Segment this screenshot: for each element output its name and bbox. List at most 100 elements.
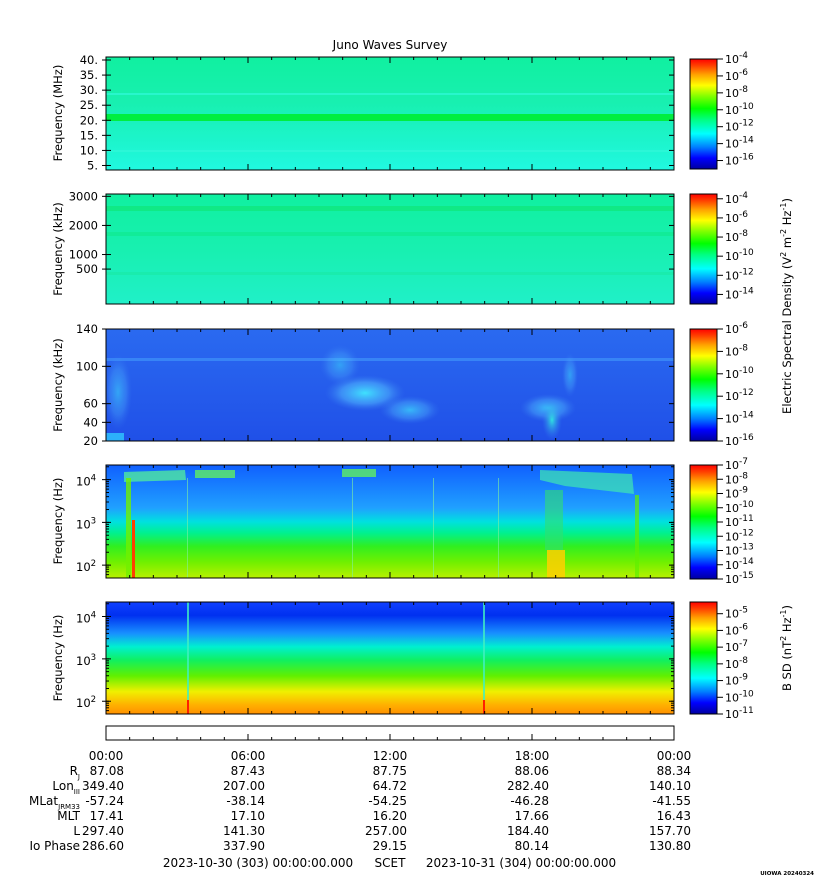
- y-tick-label: 35.: [80, 68, 98, 82]
- y-axis-title: Frequency (Hz): [51, 615, 65, 702]
- y-tick-label: 15.: [80, 128, 98, 142]
- colorbar-tick-label: 10-8: [725, 343, 748, 358]
- colorbar-tick-label: 10-6: [725, 210, 748, 225]
- y-axis-1: 5.10.15.20.25.30.35.40. Frequency (MHz): [51, 53, 674, 172]
- colorbar-tick-label: 10-12: [725, 267, 754, 282]
- panel-5: 102 103 104 Frequency (Hz): [51, 601, 675, 715]
- footer-scet-label: SCET: [375, 856, 407, 870]
- colorbar-tick-label: 10-11: [725, 514, 754, 529]
- footer-credit: UIOWA 20240324: [760, 871, 814, 877]
- ephemeris-value: 337.90: [223, 839, 265, 853]
- spectrogram-2: [106, 194, 674, 304]
- time-tick-label: 06:00: [231, 749, 266, 763]
- colorbar-5: 10-510-6 10-7 10-8 10-910-10 10-11: [689, 601, 754, 721]
- colorbar-tick-label: 10-10: [725, 102, 754, 117]
- ephemeris-table: RJ 87.08 87.43 87.75 88.06 88.34 LonIII 349.40 2…: [29, 764, 691, 853]
- y-tick-label: 3000: [69, 189, 98, 203]
- colorbar-tick-label: 10-10: [725, 248, 754, 263]
- x-ticks-4: [105, 465, 675, 578]
- electric-colorbar-title: Electric Spectral Density (V2 m-2 Hz-1): [779, 198, 794, 414]
- colorbar-tick-label: 10-8: [725, 656, 748, 671]
- colorbar-tick-label: 10-8: [725, 471, 748, 486]
- colorbar-tick-label: 10-15: [725, 571, 754, 586]
- figure-title: Juno Waves Survey: [332, 38, 448, 52]
- ephemeris-row-label: MLT: [57, 809, 80, 823]
- ephemeris-row-label: LonIII: [52, 779, 80, 796]
- ephemeris-value: 141.30: [223, 824, 265, 838]
- y-axis-title: Frequency (MHz): [51, 65, 65, 162]
- colorbar-tick-label: 10-9: [725, 486, 748, 501]
- colorbar-tick-label: 10-14: [725, 286, 754, 301]
- colorbar-tick-label: 10-10: [725, 500, 754, 515]
- ephemeris-value: 130.80: [649, 839, 691, 853]
- colorbar-tick-label: 10-8: [725, 229, 748, 244]
- y-tick-label: 104: [76, 474, 96, 489]
- y-tick-label: 5.: [87, 158, 98, 172]
- colorbar-tick-label: 10-10: [725, 366, 754, 381]
- y-tick-label: 102: [76, 695, 96, 710]
- y-tick-label: 2000: [69, 218, 98, 232]
- ephemeris-value: 64.72: [373, 779, 407, 793]
- y-tick-label: 30.: [80, 83, 98, 97]
- y-axis-title: Frequency (kHz): [51, 338, 65, 431]
- colorbar-tick-label: 10-4: [725, 51, 748, 66]
- colorbar-tick-label: 10-10: [725, 689, 754, 704]
- x-ticks-5: [105, 602, 675, 714]
- ephemeris-value: 207.00: [223, 779, 265, 793]
- colorbar-tick-label: 10-12: [725, 388, 754, 403]
- x-ticks-1: [105, 57, 675, 170]
- ephemeris-value: 29.15: [373, 839, 407, 853]
- ephemeris-value: -57.24: [85, 794, 124, 808]
- ephemeris-value: 17.41: [90, 809, 124, 823]
- ephemeris-value: 17.10: [231, 809, 265, 823]
- colorbar-tick-label: 10-14: [725, 411, 754, 426]
- ephemeris-row-label: MLatJRM33: [29, 794, 80, 811]
- ephemeris-value: 16.43: [657, 809, 691, 823]
- panel-4: 102 103 104 Frequency (Hz): [51, 464, 675, 579]
- ephemeris-value: -38.14: [226, 794, 265, 808]
- magnetic-colorbar-title: B SD (nT2 Hz-1): [779, 605, 794, 691]
- colorbar-2: 10-4 10-6 10-8 10-10 10-12 10-14: [689, 191, 754, 305]
- spectrogram-1: [106, 57, 674, 170]
- colorbar-tick-label: 10-8: [725, 85, 748, 100]
- footer-start-time: 2023-10-30 (303) 00:00:00.000: [163, 856, 353, 870]
- colorbar-tick-label: 10-7: [725, 457, 748, 472]
- ephemeris-value: 17.66: [515, 809, 549, 823]
- ephemeris-row-label: L: [73, 824, 80, 838]
- ephemeris-value: 16.20: [373, 809, 407, 823]
- colorbar-tick-label: 10-7: [725, 639, 748, 654]
- colorbar-3: 10-6 10-8 10-10 10-12 10-14 10-16: [689, 321, 754, 448]
- y-axis-4: 102 103 104 Frequency (Hz): [51, 466, 674, 579]
- y-tick-label: 104: [76, 611, 96, 626]
- y-tick-label: 40.: [80, 53, 98, 67]
- colorbar-tick-label: 10-16: [725, 153, 754, 168]
- colorbar-tick-label: 10-5: [725, 606, 748, 621]
- ephemeris-value: 87.08: [90, 764, 124, 778]
- x-ticks-2: [105, 194, 675, 304]
- y-axis-5: 102 103 104 Frequency (Hz): [51, 603, 674, 715]
- ephemeris-value: 87.43: [231, 764, 265, 778]
- ephemeris-row-label: RJ: [70, 764, 80, 781]
- time-axis: 00:00 06:00 12:00 18:00 00:00: [89, 725, 691, 763]
- ephemeris-value: -54.25: [368, 794, 407, 808]
- y-tick-label: 103: [76, 516, 96, 531]
- ephemeris-value: 87.75: [373, 764, 407, 778]
- colorbar-tick-label: 10-4: [725, 191, 748, 206]
- ephemeris-value: 80.14: [515, 839, 549, 853]
- y-axis-title: Frequency (Hz): [51, 478, 65, 565]
- y-tick-label: 1000: [69, 248, 98, 262]
- y-tick-label: 500: [76, 262, 98, 276]
- ephemeris-value: 184.40: [507, 824, 549, 838]
- colorbar-tick-label: 10-14: [725, 557, 754, 572]
- y-tick-label: 40: [83, 415, 98, 429]
- ephemeris-value: 88.34: [657, 764, 691, 778]
- y-axis-3: 20 40 60 100 140 Frequency (kHz): [51, 322, 674, 448]
- panel-3: 20 40 60 100 140 Frequency (kHz): [51, 322, 675, 448]
- colorbar-4: 10-710-810-910-1010-1110-1210-1310-1410-…: [689, 457, 754, 586]
- y-tick-label: 20.: [80, 113, 98, 127]
- colorbar-tick-label: 10-12: [725, 119, 754, 134]
- y-tick-label: 60: [83, 397, 98, 411]
